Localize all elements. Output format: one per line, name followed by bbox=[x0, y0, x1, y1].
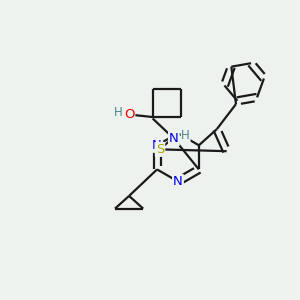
Text: H: H bbox=[114, 106, 123, 119]
Text: S: S bbox=[156, 143, 164, 156]
Text: H: H bbox=[181, 129, 190, 142]
Text: O: O bbox=[124, 108, 134, 121]
Text: N: N bbox=[152, 139, 162, 152]
Text: N: N bbox=[169, 132, 179, 145]
Text: N: N bbox=[173, 175, 183, 188]
